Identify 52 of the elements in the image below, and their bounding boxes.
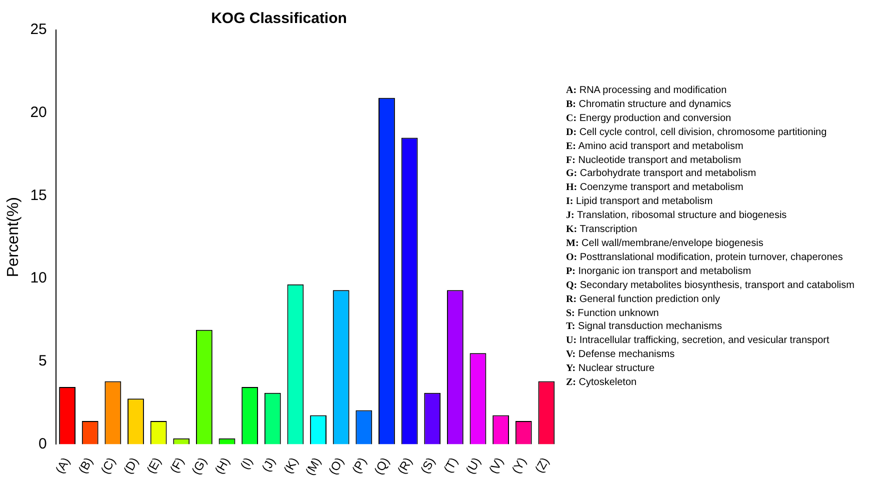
- text: V: Defense mechanisms: [566, 348, 676, 362]
- x-tick-label: (S): [418, 454, 438, 476]
- text: T: Signal transduction mechanisms: [566, 320, 724, 334]
- x-tick-label: (U): [462, 454, 484, 476]
- y-tick-label: 20: [30, 104, 47, 121]
- x-tick-label: (Z): [532, 454, 552, 476]
- x-tick-label: (H): [212, 454, 232, 476]
- x-tick-label: (J): [258, 454, 278, 474]
- text: M: Cell wall/membrane/envelope biogenesis: [566, 236, 764, 251]
- text: Y: Nuclear structure: [566, 362, 656, 376]
- y-tick-label: 0: [38, 435, 47, 452]
- x-tick-label: (B): [75, 454, 96, 476]
- text: F: Nucleotide transport and metabolism: [566, 154, 742, 168]
- text: I: Lipid transport and metabolism: [566, 195, 714, 210]
- y-tick-label: 15: [30, 186, 47, 204]
- text: H: Coenzyme transport and metabolism: [566, 181, 744, 196]
- x-tick-label: (E): [144, 454, 164, 476]
- text: K: Transcription: [566, 223, 638, 237]
- y-axis-title: Percent(%): [5, 197, 22, 278]
- x-tick-label: (A): [52, 454, 73, 476]
- text: O: Posttranslational modification, protein turnover, chaperones: [566, 250, 844, 265]
- y-tick-label: 10: [30, 270, 47, 287]
- text: Z: Cytoskeleton: [566, 376, 638, 390]
- x-tick-label: (C): [98, 454, 118, 476]
- x-tick-label: (V): [486, 454, 506, 476]
- chart-title: KOG Classification: [211, 10, 347, 28]
- text: G: Carbohydrate transport and metabolism: [566, 167, 758, 182]
- x-tick-label: (O): [326, 454, 347, 477]
- text: E: Amino acid transport and metabolism: [566, 140, 744, 154]
- x-tick-label: (T): [440, 454, 461, 476]
- x-tick-label: (Q): [371, 454, 392, 477]
- x-tick-label: (K): [280, 454, 301, 476]
- x-tick-label: (M): [302, 454, 324, 478]
- text: J: Translation, ribosomal structure and biogenesis: [566, 209, 788, 224]
- y-tick-label: 5: [38, 352, 47, 370]
- text: A: RNA processing and modification: [566, 84, 728, 98]
- text: R: General function prediction only: [566, 292, 721, 306]
- text: Q: Secondary metabolites biosynthesis, transport and catabolism: [566, 278, 854, 293]
- x-tick-label: (R): [394, 454, 416, 476]
- x-tick-label: (P): [349, 454, 370, 476]
- text: D: Cell cycle control, cell division, chromosome partitioning: [566, 126, 828, 140]
- x-tick-label: (Y): [508, 454, 530, 476]
- text: B: Chromatin structure and dynamics: [566, 98, 732, 112]
- text: C: Energy production and conversion: [566, 112, 732, 126]
- x-tick-label: (D): [120, 454, 142, 476]
- text: S: Function unknown: [566, 306, 660, 320]
- text: U: Intracellular trafficking, secretion, and vesicular transport: [566, 334, 830, 348]
- text: P: Inorganic ion transport and metabolism: [566, 264, 752, 279]
- x-tick-label: (G): [188, 454, 210, 477]
- x-tick-label: (I): [238, 454, 256, 472]
- x-tick-label: (F): [167, 454, 187, 476]
- y-tick-label: 25: [30, 21, 47, 38]
